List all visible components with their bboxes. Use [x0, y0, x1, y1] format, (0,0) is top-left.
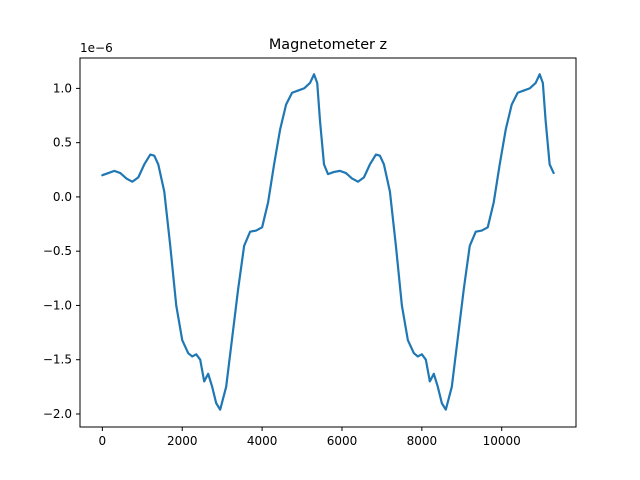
y-tick-label: 1.0 [53, 81, 72, 95]
x-tick-label: 0 [99, 434, 107, 448]
x-tick-label: 10000 [483, 434, 521, 448]
y-tick-label: −0.5 [43, 244, 72, 258]
axes-frame [79, 57, 577, 428]
series-line [101, 73, 555, 411]
plot-area: 0 2000 4000 6000 8000 10000 1.0 0.5 0.0 −0.5 −1.0 −… [43, 57, 577, 448]
y-tick-label: −2.0 [43, 407, 72, 421]
y-tick-label: −1.5 [43, 353, 72, 367]
x-tick-label: 8000 [407, 434, 438, 448]
y-tick-label: 0.0 [53, 190, 72, 204]
x-tick-label: 6000 [327, 434, 358, 448]
y-tick-label: 0.5 [53, 136, 72, 150]
chart-title: Magnetometer z [269, 37, 387, 53]
x-tick-label: 2000 [167, 434, 198, 448]
x-tick-label: 4000 [247, 434, 278, 448]
y-tick-label: −1.0 [43, 298, 72, 312]
y-offset-label: 1e−6 [80, 41, 113, 55]
